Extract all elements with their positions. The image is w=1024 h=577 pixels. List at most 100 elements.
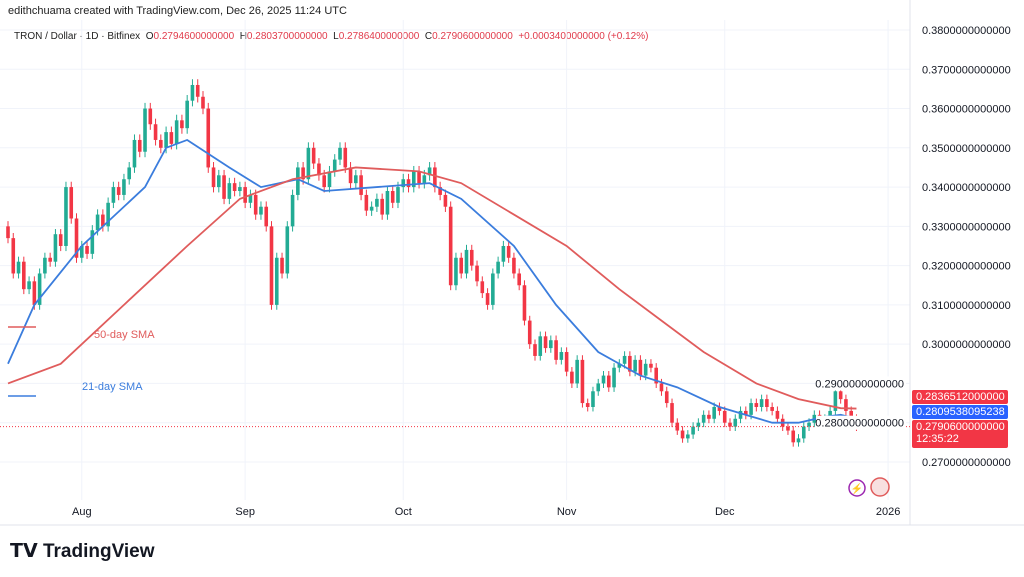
candle-body — [222, 175, 226, 199]
candle-body — [770, 406, 774, 411]
y-tick-label-bg — [816, 415, 906, 430]
candle-body — [232, 183, 237, 192]
candle-body — [496, 261, 500, 274]
symbol-label[interactable]: TRON / Dollar · 1D · Bitfinex — [14, 31, 141, 42]
candle-body — [153, 124, 158, 140]
tv-logo-mark: 𝗧𝗩 — [10, 541, 43, 562]
candle-body — [143, 108, 147, 152]
candle-body — [527, 320, 532, 345]
candle-body — [396, 187, 400, 203]
candle-body — [85, 245, 89, 254]
y-tick-label: 0.2800000000000 — [815, 418, 904, 430]
candle-body — [464, 249, 469, 274]
candle-body — [406, 179, 411, 188]
candle-body — [554, 340, 558, 360]
candle-body — [480, 281, 485, 294]
candle-body — [296, 167, 300, 195]
candle-body — [322, 175, 326, 188]
us-flag-icon — [870, 477, 890, 497]
candle-body — [127, 167, 132, 180]
candle-body — [37, 273, 42, 305]
candle-body — [533, 344, 537, 356]
candle-body — [838, 391, 843, 400]
candle-body — [390, 191, 395, 203]
candle-body — [596, 383, 601, 392]
y-tick-label: 0.3200000000000 — [922, 261, 1011, 273]
sma50-price-badge: 0.2836512000000 — [912, 390, 1008, 404]
candle-body — [259, 206, 263, 215]
candle-body — [290, 194, 295, 227]
candle-body — [517, 273, 521, 286]
candle-body — [332, 159, 337, 172]
candle-body — [248, 194, 253, 203]
candle-body — [311, 147, 316, 164]
candle-body — [691, 426, 695, 435]
y-tick-label: 0.3500000000000 — [922, 143, 1011, 155]
candle-body — [664, 391, 669, 404]
candle-body — [90, 230, 95, 254]
candle-body — [701, 414, 706, 423]
candle-body — [801, 426, 806, 439]
candle-body — [575, 359, 579, 384]
candle-body — [417, 171, 421, 184]
candle-body — [643, 363, 648, 376]
candle-body — [32, 281, 37, 305]
candle-body — [796, 438, 801, 443]
candle-body — [185, 100, 189, 129]
candle-body — [754, 403, 759, 407]
low-value: 0.2786400000000 — [338, 31, 420, 42]
low-label: L — [333, 31, 339, 42]
candle-body — [633, 359, 637, 372]
open-label: O — [145, 31, 154, 42]
y-tick-label: 0.3700000000000 — [922, 64, 1011, 76]
sma21-line — [7, 138, 857, 424]
candle-body — [164, 132, 168, 148]
candle-body — [227, 183, 232, 199]
y-tick-label: 0.2900000000000 — [815, 378, 904, 390]
y-tick-label: 0.3300000000000 — [922, 221, 1011, 233]
candle-body — [201, 96, 205, 109]
candle-body — [559, 352, 564, 360]
candle-body — [659, 383, 664, 392]
candle-body — [686, 434, 690, 439]
candle-body — [238, 187, 242, 192]
candle-body — [79, 245, 84, 258]
candle-body — [538, 336, 543, 356]
candle-body — [844, 399, 848, 411]
candle-body — [427, 167, 432, 176]
candle-body — [585, 403, 590, 407]
candle-body — [74, 218, 79, 258]
candle-body — [180, 120, 184, 129]
candle-body — [680, 430, 685, 439]
candle-body — [617, 363, 622, 368]
candle-body — [375, 198, 379, 207]
candle-body — [654, 367, 659, 384]
y-tick-label: 0.3000000000000 — [922, 339, 1011, 351]
candle-body — [722, 410, 727, 423]
candle-body — [759, 399, 764, 407]
chart-credit: edithchuama created with TradingView.com… — [8, 5, 347, 17]
candle-body — [469, 249, 474, 266]
x-tick-label: Sep — [235, 506, 255, 518]
candle-body — [512, 257, 516, 274]
candle-body — [301, 167, 305, 180]
candle-body — [317, 163, 321, 176]
candle-body — [601, 375, 606, 384]
change-value: +0.0003400000000 (+0.12%) — [518, 31, 649, 42]
y-tick-label-bg — [816, 376, 906, 391]
candle-body — [506, 245, 511, 258]
candle-body — [48, 257, 52, 262]
candle-body — [744, 410, 748, 415]
ohlc-legend: TRON / Dollar · 1D · Bitfinex O0.2794600… — [14, 31, 648, 42]
candle-body — [348, 167, 353, 184]
candle-body — [828, 410, 832, 419]
candle-body — [765, 399, 769, 407]
candle-body — [638, 359, 643, 376]
candle-body — [564, 352, 569, 372]
sma21-label: 21-day SMA — [82, 381, 143, 393]
candle-body — [195, 84, 200, 97]
candle-body — [137, 139, 142, 152]
candle-body — [306, 147, 311, 180]
candle-body — [111, 187, 116, 203]
